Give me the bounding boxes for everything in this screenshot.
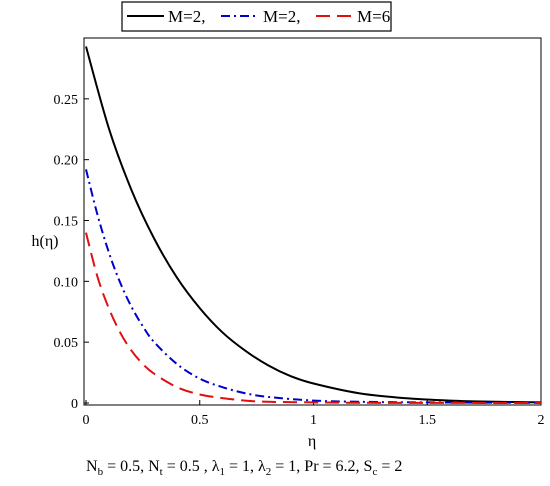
- x-tick-label: 0.5: [191, 413, 209, 428]
- legend-label-2: M=2,: [263, 7, 300, 26]
- x-tick-label: 1.5: [419, 413, 437, 428]
- plot-frame: [83, 37, 542, 406]
- parameter-caption: Nb = 0.5, Nt = 0.5 , λ1 = 1, λ2 = 1, Pr …: [86, 458, 402, 478]
- legend-label-3: M=6: [357, 7, 390, 26]
- y-tick-label: 0.20: [54, 154, 79, 169]
- y-tick-label: 0.05: [54, 336, 79, 351]
- y-tick-label: 0.10: [54, 275, 79, 290]
- series-line-1: [85, 46, 542, 404]
- y-tick-label: 0: [71, 397, 78, 412]
- legend-label-1: M=2,: [168, 7, 205, 26]
- x-tick-label: 0: [83, 413, 90, 428]
- x-axis-label: η: [308, 433, 316, 450]
- y-axis-label: h(η): [31, 233, 58, 250]
- x-tick-label: 1: [310, 413, 317, 428]
- x-tick-label: 2: [538, 413, 545, 428]
- series-line-3: [85, 232, 542, 404]
- series-line-2: [85, 169, 542, 404]
- legend: M=2, M=2, M=6: [121, 1, 392, 32]
- y-tick-label: 0.15: [54, 215, 79, 230]
- y-tick-label: 0.25: [54, 93, 79, 108]
